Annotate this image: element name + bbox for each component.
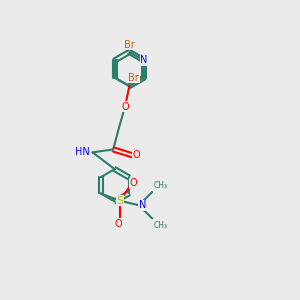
Text: O: O <box>130 178 137 188</box>
Text: O: O <box>121 102 129 112</box>
Text: S: S <box>116 196 123 206</box>
Text: Br: Br <box>128 73 139 82</box>
Text: HN: HN <box>75 147 90 158</box>
Text: N: N <box>140 56 148 65</box>
Text: Br: Br <box>124 40 135 50</box>
Text: CH₃: CH₃ <box>154 181 168 190</box>
Text: N: N <box>139 200 146 210</box>
Text: CH₃: CH₃ <box>154 221 168 230</box>
Text: O: O <box>115 219 122 229</box>
Text: O: O <box>133 150 141 160</box>
